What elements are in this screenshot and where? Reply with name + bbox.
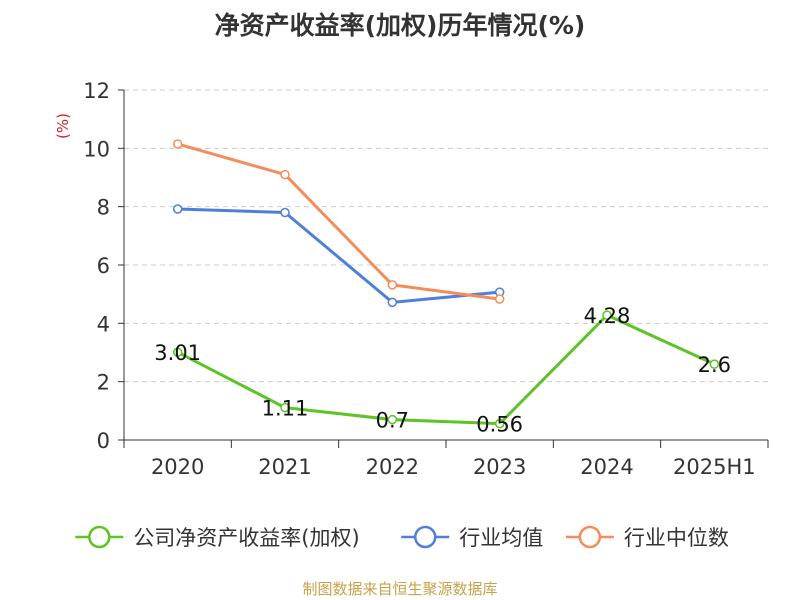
legend-label: 行业均值: [459, 526, 543, 550]
data-label: 0.56: [476, 413, 523, 437]
data-point: [602, 310, 612, 320]
legend-swatch-marker: [88, 525, 111, 549]
data-point: [494, 418, 505, 429]
data-point: [387, 297, 398, 308]
data-point: [172, 139, 183, 149]
data-point: [387, 414, 398, 425]
data-label: 2.6: [698, 353, 731, 377]
y-tick-label: 2: [97, 371, 110, 395]
legend: 公司净资产收益率(加权) 行业均值 行业中位数: [75, 525, 729, 550]
legend-label: 行业中位数: [624, 526, 729, 550]
chart-title: 净资产收益率(加权)历年情况(%): [214, 11, 586, 40]
y-tick-label: 10: [83, 137, 110, 161]
x-tick-label: 2023: [473, 455, 526, 479]
data-label: 0.7: [376, 409, 409, 433]
data-label: 3.01: [154, 341, 201, 365]
data-point: [280, 402, 290, 413]
series-line-1: [177, 207, 500, 304]
axes: 0 2 4 6 8 10 12 2020 2021 2022 2023 2024 2025H1: [83, 79, 769, 479]
data-point: [709, 359, 720, 369]
data-label: 4.28: [584, 304, 631, 328]
legend-label: 公司净资产收益率(加权): [133, 526, 359, 550]
data-label: 1.11: [262, 397, 309, 421]
x-tick-label: 2020: [151, 455, 204, 479]
x-tick-label: 2022: [366, 455, 419, 479]
series-line-2: [177, 142, 500, 301]
gridlines: [124, 89, 768, 383]
y-tick-label: 8: [97, 196, 110, 220]
data-point: [387, 280, 398, 290]
y-tick-label: 12: [83, 79, 110, 103]
x-tick-label: 2024: [580, 455, 633, 479]
series-lines: [172, 139, 720, 429]
data-labels: 3.01 1.11 0.7 0.56 4.28 2.6: [154, 304, 731, 437]
data-point: [172, 347, 183, 357]
y-tick-label: 4: [97, 312, 110, 336]
y-tick-label: 0: [97, 429, 110, 453]
series-line-0: [176, 313, 715, 426]
data-point: [494, 294, 505, 304]
data-point: [280, 207, 290, 218]
legend-swatch-marker: [413, 525, 437, 549]
legend-swatch-marker: [578, 525, 602, 549]
x-tick-label: 2025H1: [673, 455, 756, 479]
y-axis-label: (%): [54, 113, 72, 139]
data-point: [280, 169, 290, 180]
source-note: 制图数据来自恒生聚源数据库: [302, 580, 498, 598]
x-tick-label: 2021: [258, 455, 311, 479]
data-point: [172, 204, 183, 214]
y-tick-label: 6: [97, 254, 110, 278]
